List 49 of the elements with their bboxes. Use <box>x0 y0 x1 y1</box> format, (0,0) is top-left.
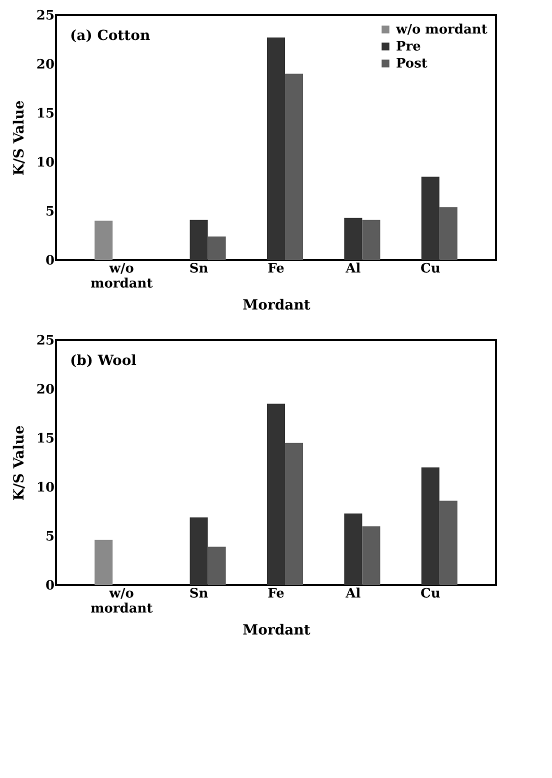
bar <box>190 517 208 585</box>
bar <box>421 176 440 260</box>
x-tick-label: Cu <box>420 586 440 602</box>
bar <box>362 526 380 585</box>
text: (b) Wool <box>70 353 136 369</box>
y-tick-label: 20 <box>36 382 54 398</box>
x-tick-label: Al <box>344 262 361 276</box>
y-tick-label: 10 <box>36 156 54 170</box>
bar <box>94 220 113 260</box>
bar <box>439 500 458 585</box>
y-tick-label: 15 <box>36 432 54 446</box>
bar <box>285 442 304 585</box>
x-tick-label: Fe <box>268 586 284 602</box>
y-tick-label: 0 <box>45 254 54 268</box>
y-tick-label: 5 <box>45 530 54 544</box>
y-tick-label: 5 <box>45 204 54 220</box>
y-tick-label: 10 <box>36 480 54 496</box>
bar <box>344 513 362 585</box>
y-axis-title: K/S Value <box>11 425 28 501</box>
x-tick-label: Sn <box>189 262 209 276</box>
bar <box>421 467 440 585</box>
x-axis-title: Mordant <box>242 298 311 314</box>
bar <box>344 218 362 260</box>
legend-label: w/o mordant <box>395 22 488 38</box>
x-tick-label: Al <box>344 586 361 602</box>
x-tick-label: w/o mordant <box>90 262 153 292</box>
y-axis-title: K/S Value <box>11 100 28 176</box>
legend-label: Post <box>396 56 428 72</box>
bar <box>266 38 286 260</box>
y-tick-label: 20 <box>36 58 54 72</box>
x-axis-title: Mordant <box>242 622 311 638</box>
y-tick-label: 25 <box>36 334 54 348</box>
bar <box>362 220 380 260</box>
y-tick-label: 25 <box>36 8 54 24</box>
bar <box>266 404 286 585</box>
x-tick-label: Cu <box>420 262 440 276</box>
bar <box>190 220 208 260</box>
x-tick-label: Fe <box>268 262 284 276</box>
y-tick-label: 15 <box>36 106 54 122</box>
x-tick-label: Sn <box>189 586 209 602</box>
bar <box>94 540 113 585</box>
bar <box>208 546 226 585</box>
bar <box>285 74 304 260</box>
bar <box>208 236 226 260</box>
x-tick-label: w/o mordant <box>90 586 153 616</box>
text: (a) Cotton <box>70 28 150 44</box>
legend-label: Pre <box>396 40 421 54</box>
bar <box>439 207 458 260</box>
y-tick-label: 0 <box>45 578 54 594</box>
